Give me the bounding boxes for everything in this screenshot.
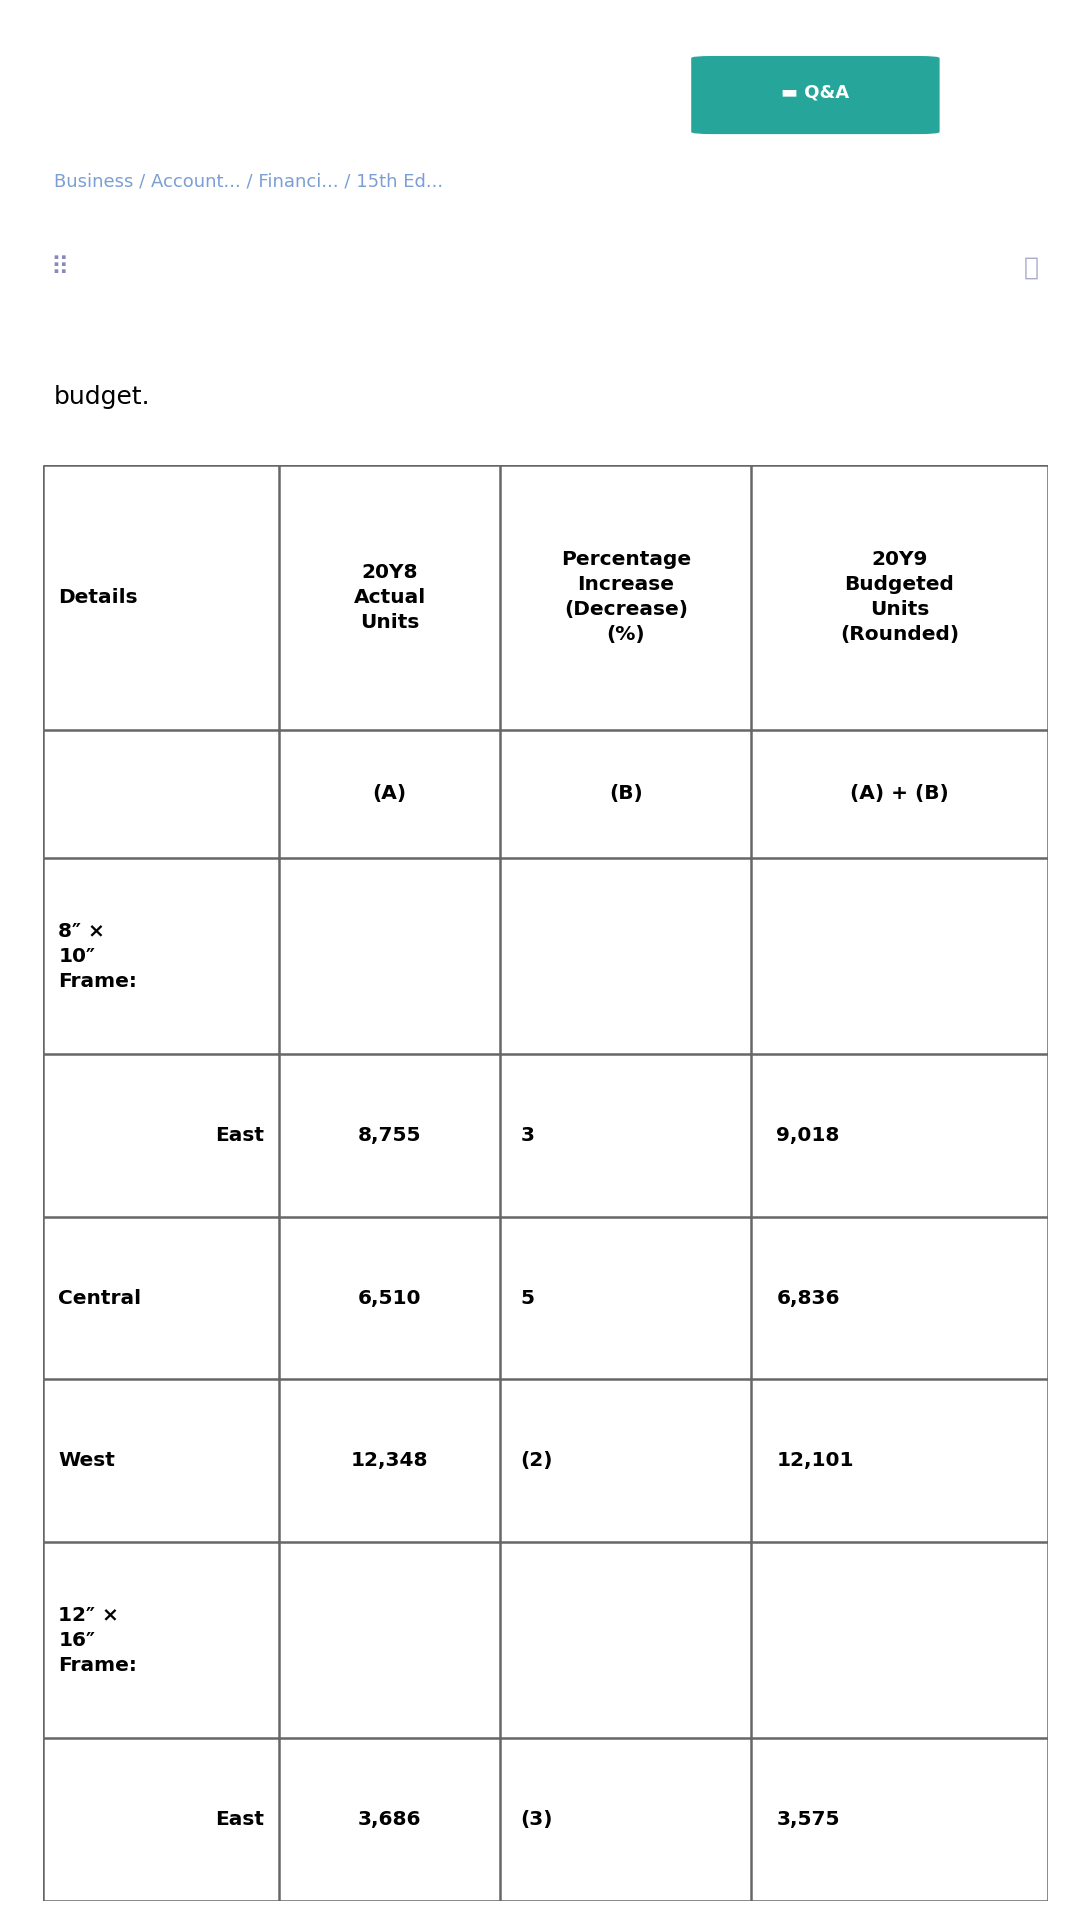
Text: 8″ ×
10″
Frame:: 8″ × 10″ Frame: <box>58 922 137 991</box>
Text: ⠿: ⠿ <box>51 255 68 280</box>
Text: (B): (B) <box>609 783 643 803</box>
Text: (A) + (B): (A) + (B) <box>850 783 949 803</box>
Text: 12″ ×
16″
Frame:: 12″ × 16″ Frame: <box>58 1605 137 1674</box>
Text: 9,018: 9,018 <box>777 1127 840 1144</box>
Text: Central: Central <box>58 1288 141 1308</box>
Text: budget.: budget. <box>54 386 150 409</box>
Text: 8,755: 8,755 <box>357 1127 421 1144</box>
Text: 20Y8
Actual
Units: 20Y8 Actual Units <box>353 563 426 632</box>
Text: 12,101: 12,101 <box>777 1452 854 1471</box>
Text: 6,510: 6,510 <box>357 1288 421 1308</box>
Text: 3,575: 3,575 <box>777 1811 840 1830</box>
Text: East: East <box>215 1127 265 1144</box>
Text: East: East <box>215 1811 265 1830</box>
Text: 3: 3 <box>521 1127 535 1144</box>
Text: (3): (3) <box>521 1811 553 1830</box>
Text: 5: 5 <box>521 1288 535 1308</box>
Text: bartleby: bartleby <box>238 79 410 111</box>
Text: Details: Details <box>58 588 138 607</box>
Text: 12,348: 12,348 <box>351 1452 429 1471</box>
Text: (A): (A) <box>373 783 407 803</box>
Text: ▬ Q&A: ▬ Q&A <box>781 84 850 102</box>
Text: Percentage
Increase
(Decrease)
(%): Percentage Increase (Decrease) (%) <box>561 551 691 643</box>
Text: West: West <box>58 1452 116 1471</box>
Text: 15%  22:37: 15% 22:37 <box>943 12 1048 31</box>
Text: 20Y9
Budgeted
Units
(Rounded): 20Y9 Budgeted Units (Rounded) <box>840 551 959 643</box>
Text: ⬤: ⬤ <box>1020 79 1054 111</box>
Text: (2): (2) <box>521 1452 553 1471</box>
Text: ≡: ≡ <box>50 79 80 111</box>
Text: 🔔: 🔔 <box>943 83 958 108</box>
FancyBboxPatch shape <box>691 56 940 134</box>
Text: Business / Account... / Financi... / 15th Ed...: Business / Account... / Financi... / 15t… <box>54 173 443 190</box>
Text: Chapter 22, Problem 1PA: Chapter 22, Problem 1PA <box>345 253 735 282</box>
Text: 6,836: 6,836 <box>777 1288 840 1308</box>
Text: 3,686: 3,686 <box>357 1811 421 1830</box>
Text: ⌕: ⌕ <box>637 79 659 111</box>
Text: 🔖: 🔖 <box>1024 255 1039 280</box>
